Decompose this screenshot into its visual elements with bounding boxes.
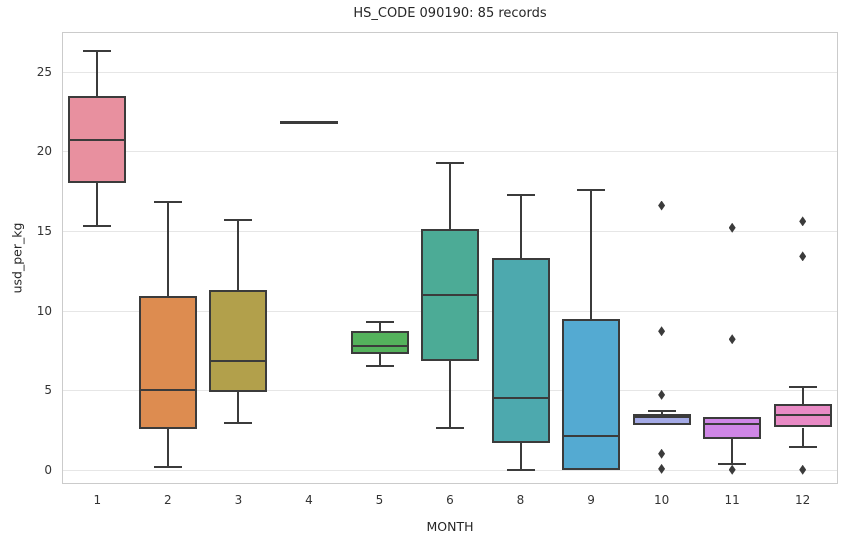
upper-whisker-cap [83, 50, 112, 53]
box [562, 319, 621, 470]
lower-whisker-cap [153, 466, 182, 469]
lower-whisker [449, 360, 451, 428]
outlier-marker [728, 222, 736, 233]
outlier-marker [658, 463, 666, 474]
box [350, 331, 409, 355]
x-tick-label: 10 [653, 493, 670, 507]
x-tick-label: 1 [93, 493, 102, 507]
upper-whisker [237, 219, 240, 290]
upper-whisker [166, 202, 169, 297]
y-tick-label: 25 [36, 64, 52, 79]
lower-whisker-cap [83, 225, 112, 228]
box [773, 404, 832, 428]
box [209, 289, 268, 392]
lower-whisker-cap [506, 468, 535, 471]
lower-whisker-cap [365, 365, 394, 368]
upper-whisker [590, 189, 593, 320]
outlier-marker [799, 464, 807, 475]
outlier-marker [799, 251, 807, 262]
outlier-marker [728, 464, 736, 475]
y-tick-label: 15 [36, 223, 52, 238]
x-tick-label: 12 [795, 493, 811, 507]
y-tick-label: 5 [44, 383, 52, 398]
lower-whisker [166, 429, 169, 468]
upper-whisker-cap [577, 188, 606, 191]
y-tick-label: 10 [36, 303, 52, 318]
lower-whisker-cap [718, 463, 747, 466]
median-line [632, 416, 691, 419]
outlier-marker [728, 334, 736, 345]
upper-whisker-cap [153, 201, 182, 204]
upper-whisker [801, 386, 804, 405]
upper-whisker-cap [436, 161, 464, 164]
box [703, 417, 762, 440]
outlier-marker [658, 448, 666, 459]
upper-whisker [378, 321, 381, 332]
median-line [350, 344, 409, 347]
outlier-marker [658, 389, 666, 400]
median-line [562, 435, 621, 438]
lower-whisker [96, 183, 99, 227]
y-gridline [63, 71, 837, 73]
box [138, 296, 197, 430]
upper-whisker-cap [224, 218, 253, 221]
x-tick-label: 8 [516, 493, 525, 507]
x-tick-label: 3 [234, 493, 243, 507]
lower-whisker [378, 354, 381, 367]
y-gridline [63, 469, 837, 471]
outlier-marker [658, 200, 666, 211]
x-tick-label: 4 [305, 493, 313, 507]
x-tick-label: 9 [587, 493, 595, 507]
upper-whisker-cap [365, 320, 394, 323]
upper-whisker [96, 51, 99, 96]
y-tick-label: 0 [44, 462, 52, 477]
median-line [703, 422, 762, 425]
box [632, 414, 691, 426]
lower-whisker [801, 427, 804, 447]
lower-whisker-cap [788, 445, 817, 448]
x-axis-label: MONTH [426, 519, 474, 534]
outlier-marker [658, 326, 666, 337]
y-gridline [63, 151, 837, 153]
upper-whisker [660, 410, 663, 414]
upper-whisker-cap [647, 409, 676, 412]
lower-whisker-cap [436, 426, 464, 429]
median-line [68, 139, 127, 142]
lower-whisker-cap [224, 421, 253, 424]
median-line [138, 389, 197, 392]
single-value-line [279, 121, 338, 125]
median-line [209, 359, 268, 362]
chart-title: HS_CODE 090190: 85 records [353, 6, 547, 21]
x-tick-label: 6 [446, 493, 454, 507]
lower-whisker [519, 442, 522, 470]
median-line [773, 413, 832, 416]
outlier-marker [799, 216, 807, 227]
box [491, 258, 550, 443]
upper-whisker-cap [506, 194, 535, 197]
x-tick-label: 11 [724, 493, 740, 507]
x-tick-label: 2 [163, 493, 172, 507]
median-line [491, 397, 550, 400]
median-line [421, 293, 479, 296]
upper-whisker-cap [788, 385, 817, 388]
y-tick-label: 20 [36, 144, 52, 159]
upper-whisker [519, 195, 522, 258]
lower-whisker [731, 439, 734, 465]
upper-whisker [449, 162, 451, 230]
lower-whisker [237, 391, 240, 423]
x-tick-label: 5 [375, 493, 384, 507]
